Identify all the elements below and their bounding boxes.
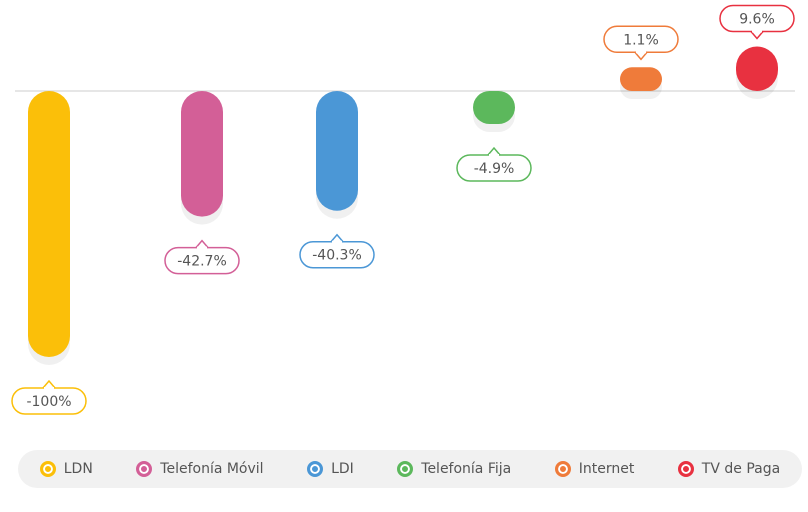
legend-item: LDI xyxy=(307,461,354,477)
bar xyxy=(473,91,515,125)
value-label: -42.7% xyxy=(177,254,227,270)
legend-swatch xyxy=(136,461,153,477)
bar xyxy=(316,91,358,211)
callout-pointer xyxy=(750,30,764,40)
legend-item: Telefonía Móvil xyxy=(136,461,264,477)
legend-label: Internet xyxy=(578,461,635,477)
legend-swatch xyxy=(39,461,56,477)
value-callout: -42.7% xyxy=(164,239,240,275)
value-label: -40.3% xyxy=(312,248,362,264)
legend-swatch xyxy=(677,461,694,477)
legend-swatch xyxy=(554,461,571,477)
value-callout: -4.9% xyxy=(456,146,532,182)
value-label: -100% xyxy=(26,394,71,410)
value-callout: 9.6% xyxy=(719,4,795,40)
value-label: 1.1% xyxy=(623,32,659,48)
legend-label: LDI xyxy=(331,461,354,477)
legend-label: LDN xyxy=(63,461,93,477)
legend-swatch xyxy=(397,461,414,477)
bar xyxy=(181,91,223,217)
bar xyxy=(736,46,778,91)
legend-label: TV de Paga xyxy=(701,461,781,477)
value-label: -4.9% xyxy=(474,161,515,177)
legend-item: LDN xyxy=(39,461,93,477)
legend-label: Telefonía Fija xyxy=(421,461,512,477)
callout-pointer xyxy=(634,51,648,61)
value-callout: -100% xyxy=(11,379,87,415)
callout-pointer xyxy=(487,146,501,156)
callout-pointer xyxy=(42,379,56,389)
legend-item: Internet xyxy=(554,461,635,477)
callout-pointer xyxy=(330,233,344,243)
bar xyxy=(620,67,662,91)
chart: -100% -42.7% -40.3% -4.9% 1.1% 9.6% xyxy=(11,4,795,415)
legend-item: Telefonía Fija xyxy=(397,461,511,477)
legend-swatch xyxy=(307,461,324,477)
bar xyxy=(28,91,70,357)
legend-label: Telefonía Móvil xyxy=(160,461,264,477)
callout-pointer xyxy=(195,239,209,249)
legend: LDN Telefonía Móvil LDI Telefonía Fija Inter… xyxy=(18,450,802,488)
legend-item: TV de Paga xyxy=(677,461,781,477)
value-callout: -40.3% xyxy=(299,233,375,269)
value-label: 9.6% xyxy=(739,11,775,27)
value-callout: 1.1% xyxy=(603,25,679,61)
